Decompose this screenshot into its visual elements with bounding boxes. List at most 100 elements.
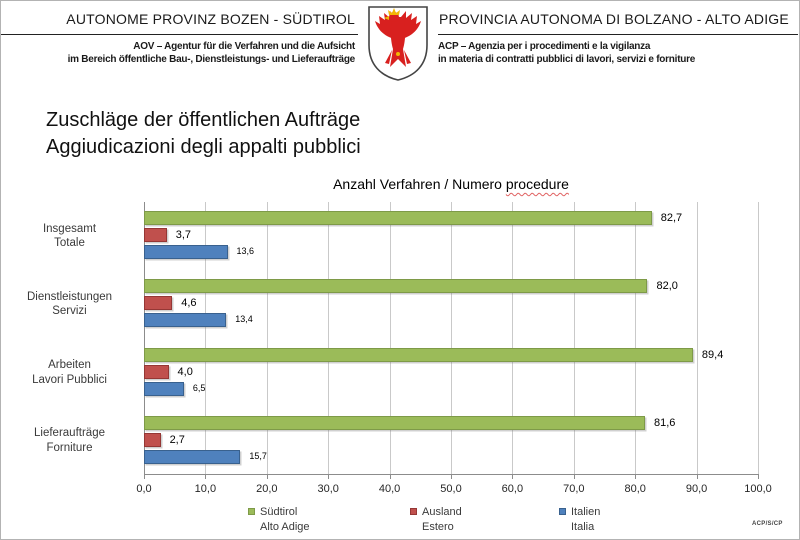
gridline xyxy=(266,202,268,474)
legend-name-secondary: Alto Adige xyxy=(260,520,310,533)
bar-ausland xyxy=(144,296,173,311)
chart-title-text: Anzahl Verfahren / Numero xyxy=(333,176,506,192)
axis-tick xyxy=(573,474,575,479)
category-label-line: Lieferaufträge xyxy=(34,427,105,440)
legend-entry-ausland: Ausland Estero xyxy=(410,505,462,534)
axis-tick xyxy=(205,474,207,479)
bar-südtirol xyxy=(144,211,652,225)
x-tick-label: 100,0 xyxy=(744,483,772,495)
bar-value-label: 4,0 xyxy=(177,365,193,378)
x-tick-label: 80,0 xyxy=(624,483,646,495)
legend-entry-südtirol: Südtirol Alto Adige xyxy=(248,505,310,534)
category-label: Insgesamt Totale xyxy=(3,202,136,270)
bar-ausland xyxy=(144,432,161,447)
axis-tick xyxy=(696,474,698,479)
legend-entry-italien: Italien Italia xyxy=(559,505,600,534)
bar-value-label: 13,6 xyxy=(236,246,255,256)
category-label: Lieferaufträge Forniture xyxy=(3,407,136,475)
category-label-line: Servizi xyxy=(52,305,87,318)
province-title-it: PROVINCIA AUTONOMA DI BOLZANO - ALTO ADI… xyxy=(438,11,798,35)
legend-name: Italien xyxy=(571,506,601,518)
legend-label: Ausland xyxy=(410,505,462,520)
x-tick-label: 20,0 xyxy=(256,483,278,495)
bar-südtirol xyxy=(144,415,646,430)
category-label-line: Dienstleistungen xyxy=(26,290,113,303)
legend-name-secondary: Italia xyxy=(571,520,595,533)
x-tick-label: 90,0 xyxy=(685,483,708,495)
category-label-line: Totale xyxy=(54,237,85,250)
plot-area: 0,0 10,0 20,0 30,0 40,0 50,0 60,0 70,0 80,0 90,0 1… xyxy=(27,202,772,495)
gridline xyxy=(328,202,330,474)
gridline xyxy=(635,202,637,474)
legend-swatch-icon xyxy=(559,508,566,515)
axis-tick xyxy=(144,474,145,479)
page-title: Zuschläge der öffentlichen Aufträge Aggi… xyxy=(46,107,361,161)
bar-italien xyxy=(144,245,228,259)
chart-title: Anzahl Verfahren / Numero procedure xyxy=(144,176,758,192)
legend-name-secondary: Estero xyxy=(422,520,454,533)
legend-label: Italien xyxy=(559,505,600,520)
x-tick-label: 30,0 xyxy=(317,483,339,495)
axis-tick xyxy=(635,474,637,479)
agency-line2-it: in materia di contratti pubblici di lavo… xyxy=(438,54,696,65)
page-title-de: Zuschläge der öffentlichen Aufträge xyxy=(46,109,361,131)
bar-value-label: 82,0 xyxy=(656,280,678,293)
bar-value-label: 81,6 xyxy=(654,416,676,429)
legend-name: Südtirol xyxy=(260,506,298,518)
tyrol-eagle-crest-icon xyxy=(365,5,431,83)
category-label-line: Insgesamt xyxy=(42,222,97,235)
legend-label: Südtirol xyxy=(248,505,310,520)
bar-ausland xyxy=(144,364,169,379)
agency-line2-de: im Bereich öffentliche Bau-, Dienstleist… xyxy=(67,54,356,65)
gridline xyxy=(512,202,514,474)
x-tick-label: 60,0 xyxy=(501,483,524,495)
gridline xyxy=(758,202,759,474)
gridline xyxy=(573,202,575,474)
gridline xyxy=(205,202,207,474)
axis-tick xyxy=(266,474,268,479)
gridline xyxy=(696,202,698,474)
axis-tick xyxy=(512,474,514,479)
bar-italien xyxy=(144,381,184,396)
axis-tick xyxy=(451,474,452,479)
bar-südtirol xyxy=(144,347,693,362)
axis-tick xyxy=(758,474,759,479)
header-german: AUTONOME PROVINZ BOZEN - SÜDTIROL AOV – … xyxy=(1,11,358,66)
agency-line1-de: AOV – Agentur für die Verfahren und die … xyxy=(133,41,355,52)
bar-ausland xyxy=(144,228,167,242)
axis-tick xyxy=(328,474,330,479)
y-axis-line xyxy=(144,202,145,474)
bar-value-label: 89,4 xyxy=(701,348,724,361)
category-label: Dienstleistungen Servizi xyxy=(3,270,136,338)
chart-title-spellcheck-word: procedure xyxy=(505,176,569,192)
legend-swatch-icon xyxy=(410,508,417,515)
bar-value-label: 6,5 xyxy=(192,382,206,393)
x-tick-label: 70,0 xyxy=(563,483,585,495)
x-tick-label: 50,0 xyxy=(440,483,462,495)
bar-südtirol xyxy=(144,279,648,294)
header-italian: PROVINCIA AUTONOMA DI BOLZANO - ALTO ADI… xyxy=(438,11,798,66)
category-label-line: Forniture xyxy=(46,441,93,454)
bar-italien xyxy=(144,313,227,328)
category-label-line: Arbeiten xyxy=(48,359,91,372)
category-label-line: Lavori Pubblici xyxy=(32,373,107,386)
x-tick-label: 0,0 xyxy=(136,483,152,495)
x-tick-label: 10,0 xyxy=(194,483,217,495)
bar-value-label: 2,7 xyxy=(169,433,185,446)
category-label: Arbeiten Lavori Pubblici xyxy=(3,339,136,407)
bar-italien xyxy=(144,449,241,464)
chart-legend: Südtirol Alto Adige Ausland Estero Italien It… xyxy=(1,505,799,537)
footer-code: ACP/S/CP xyxy=(752,521,783,527)
bar-value-label: 13,4 xyxy=(235,314,253,325)
legend-name: Ausland xyxy=(422,506,462,518)
bar-value-label: 82,7 xyxy=(660,212,683,224)
page-title-it: Aggiudicazioni degli appalti pubblici xyxy=(46,136,361,158)
gridline xyxy=(389,202,391,474)
agency-line1-it: ACP – Agenzia per i procedimenti e la vi… xyxy=(438,41,651,52)
bar-value-label: 3,7 xyxy=(175,229,191,241)
x-tick-label: 40,0 xyxy=(378,483,401,495)
province-title-de: AUTONOME PROVINZ BOZEN - SÜDTIROL xyxy=(1,11,358,35)
axis-tick xyxy=(389,474,391,479)
legend-swatch-icon xyxy=(248,508,255,515)
